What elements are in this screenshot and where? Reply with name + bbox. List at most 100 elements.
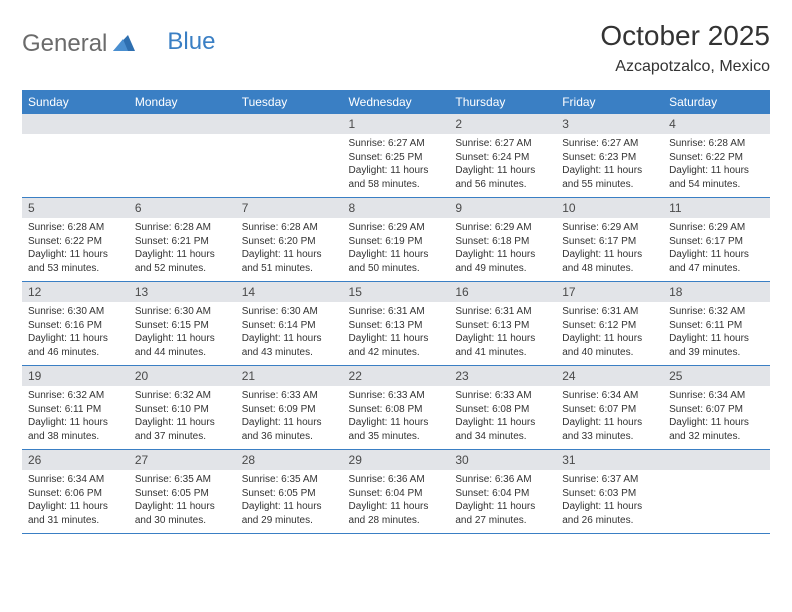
calendar-day-cell: 12Sunrise: 6:30 AMSunset: 6:16 PMDayligh… [22, 282, 129, 366]
sunset-line: Sunset: 6:08 PM [455, 404, 529, 415]
daylight-line: Daylight: 11 hours and 38 minutes. [28, 417, 108, 442]
calendar-day-cell: 9Sunrise: 6:29 AMSunset: 6:18 PMDaylight… [449, 198, 556, 282]
daylight-line: Daylight: 11 hours and 46 minutes. [28, 333, 108, 358]
sunset-line: Sunset: 6:07 PM [669, 404, 743, 415]
location-label: Azcapotzalco, Mexico [600, 58, 770, 76]
daylight-line: Daylight: 11 hours and 56 minutes. [455, 165, 535, 190]
daylight-line: Daylight: 11 hours and 36 minutes. [242, 417, 322, 442]
sunset-line: Sunset: 6:07 PM [562, 404, 636, 415]
calendar-day-cell [663, 450, 770, 534]
calendar-day-cell: 1Sunrise: 6:27 AMSunset: 6:25 PMDaylight… [343, 114, 450, 198]
daylight-line: Daylight: 11 hours and 31 minutes. [28, 501, 108, 526]
day-number: 13 [129, 282, 236, 302]
day-details: Sunrise: 6:32 AMSunset: 6:11 PMDaylight:… [663, 302, 770, 365]
daylight-line: Daylight: 11 hours and 53 minutes. [28, 249, 108, 274]
sunrise-line: Sunrise: 6:32 AM [28, 390, 104, 401]
day-number: 19 [22, 366, 129, 386]
logo: General Blue [22, 20, 215, 58]
daylight-line: Daylight: 11 hours and 32 minutes. [669, 417, 749, 442]
day-number: 15 [343, 282, 450, 302]
calendar-day-cell: 3Sunrise: 6:27 AMSunset: 6:23 PMDaylight… [556, 114, 663, 198]
calendar-day-cell: 11Sunrise: 6:29 AMSunset: 6:17 PMDayligh… [663, 198, 770, 282]
day-details: Sunrise: 6:29 AMSunset: 6:17 PMDaylight:… [663, 218, 770, 281]
day-details: Sunrise: 6:29 AMSunset: 6:19 PMDaylight:… [343, 218, 450, 281]
calendar-day-cell: 17Sunrise: 6:31 AMSunset: 6:12 PMDayligh… [556, 282, 663, 366]
daylight-line: Daylight: 11 hours and 44 minutes. [135, 333, 215, 358]
sunset-line: Sunset: 6:15 PM [135, 320, 209, 331]
sunrise-line: Sunrise: 6:32 AM [135, 390, 211, 401]
sunset-line: Sunset: 6:11 PM [28, 404, 101, 415]
day-details: Sunrise: 6:36 AMSunset: 6:04 PMDaylight:… [449, 470, 556, 533]
sunset-line: Sunset: 6:14 PM [242, 320, 316, 331]
day-number: 16 [449, 282, 556, 302]
sunset-line: Sunset: 6:22 PM [669, 152, 743, 163]
day-details: Sunrise: 6:31 AMSunset: 6:12 PMDaylight:… [556, 302, 663, 365]
daylight-line: Daylight: 11 hours and 37 minutes. [135, 417, 215, 442]
weekday-header: Monday [129, 90, 236, 114]
header: General Blue October 2025 Azcapotzalco, … [22, 20, 770, 76]
day-details-empty [22, 134, 129, 192]
daylight-line: Daylight: 11 hours and 30 minutes. [135, 501, 215, 526]
daylight-line: Daylight: 11 hours and 29 minutes. [242, 501, 322, 526]
sunset-line: Sunset: 6:13 PM [455, 320, 529, 331]
calendar-day-cell: 4Sunrise: 6:28 AMSunset: 6:22 PMDaylight… [663, 114, 770, 198]
sunrise-line: Sunrise: 6:33 AM [349, 390, 425, 401]
sunset-line: Sunset: 6:23 PM [562, 152, 636, 163]
calendar-day-cell: 14Sunrise: 6:30 AMSunset: 6:14 PMDayligh… [236, 282, 343, 366]
daylight-line: Daylight: 11 hours and 26 minutes. [562, 501, 642, 526]
sunrise-line: Sunrise: 6:28 AM [135, 222, 211, 233]
sunrise-line: Sunrise: 6:30 AM [28, 306, 104, 317]
sunset-line: Sunset: 6:22 PM [28, 236, 102, 247]
logo-triangle-icon [113, 30, 135, 58]
daylight-line: Daylight: 11 hours and 52 minutes. [135, 249, 215, 274]
daylight-line: Daylight: 11 hours and 47 minutes. [669, 249, 749, 274]
day-number: 7 [236, 198, 343, 218]
day-details: Sunrise: 6:27 AMSunset: 6:23 PMDaylight:… [556, 134, 663, 197]
calendar-table: Sunday Monday Tuesday Wednesday Thursday… [22, 90, 770, 534]
day-number: 29 [343, 450, 450, 470]
sunrise-line: Sunrise: 6:29 AM [562, 222, 638, 233]
day-details: Sunrise: 6:32 AM Sunset: 6:11 PM Daylight:… [22, 386, 129, 449]
day-number: 12 [22, 282, 129, 302]
sunrise-line: Sunrise: 6:30 AM [242, 306, 318, 317]
sunrise-line: Sunrise: 6:36 AM [455, 474, 531, 485]
logo-text-blue: Blue [139, 28, 215, 56]
daylight-line: Daylight: 11 hours and 27 minutes. [455, 501, 535, 526]
calendar-day-cell: 24Sunrise: 6:34 AMSunset: 6:07 PMDayligh… [556, 366, 663, 450]
calendar-day-cell: 13Sunrise: 6:30 AMSunset: 6:15 PMDayligh… [129, 282, 236, 366]
day-details: Sunrise: 6:30 AM Sunset: 6:14 PM Daylight:… [236, 302, 343, 365]
daylight-line: Daylight: 11 hours and 43 minutes. [242, 333, 322, 358]
day-details: Sunrise: 6:35 AMSunset: 6:05 PMDaylight:… [129, 470, 236, 533]
day-number: 10 [556, 198, 663, 218]
sunrise-line: Sunrise: 6:27 AM [349, 138, 425, 149]
day-number: 22 [343, 366, 450, 386]
calendar-day-cell: 25Sunrise: 6:34 AMSunset: 6:07 PMDayligh… [663, 366, 770, 450]
calendar-day-cell: 21Sunrise: 6:33 AMSunset: 6:09 PMDayligh… [236, 366, 343, 450]
day-number: 24 [556, 366, 663, 386]
day-details: Sunrise: 6:27 AMSunset: 6:24 PMDaylight:… [449, 134, 556, 197]
calendar-day-cell: 22Sunrise: 6:33 AMSunset: 6:08 PMDayligh… [343, 366, 450, 450]
sunset-line: Sunset: 6:10 PM [135, 404, 209, 415]
calendar-day-cell: 18Sunrise: 6:32 AMSunset: 6:11 PMDayligh… [663, 282, 770, 366]
calendar-day-cell [129, 114, 236, 198]
sunset-line: Sunset: 6:21 PM [135, 236, 209, 247]
calendar-week-row: 19 Sunrise: 6:32 AM Sunset: 6:11 PM Dayligh… [22, 366, 770, 450]
sunrise-line: Sunrise: 6:28 AM [669, 138, 745, 149]
day-details: Sunrise: 6:33 AMSunset: 6:08 PMDaylight:… [343, 386, 450, 449]
sunset-line: Sunset: 6:03 PM [562, 488, 636, 499]
sunrise-line: Sunrise: 6:29 AM [669, 222, 745, 233]
day-number: 27 [129, 450, 236, 470]
day-details-empty [236, 134, 343, 192]
daylight-line: Daylight: 11 hours and 34 minutes. [455, 417, 535, 442]
sunrise-line: Sunrise: 6:34 AM [669, 390, 745, 401]
day-number: 9 [449, 198, 556, 218]
day-details: Sunrise: 6:28 AMSunset: 6:20 PMDaylight:… [236, 218, 343, 281]
day-number: 23 [449, 366, 556, 386]
calendar-week-row: 26Sunrise: 6:34 AMSunset: 6:06 PMDayligh… [22, 450, 770, 534]
day-number: 30 [449, 450, 556, 470]
daylight-line: Daylight: 11 hours and 51 minutes. [242, 249, 322, 274]
sunset-line: Sunset: 6:05 PM [242, 488, 316, 499]
day-number: 8 [343, 198, 450, 218]
day-number: 26 [22, 450, 129, 470]
day-details: Sunrise: 6:31 AMSunset: 6:13 PMDaylight:… [449, 302, 556, 365]
